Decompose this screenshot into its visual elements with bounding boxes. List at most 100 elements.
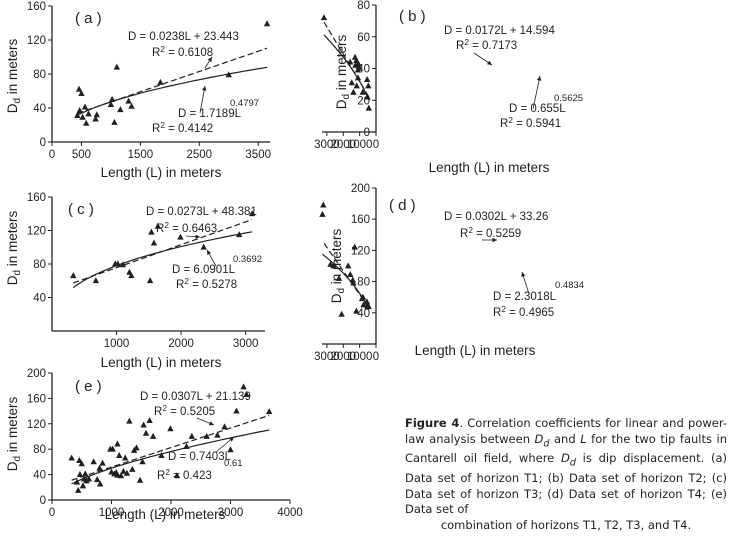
linear-equation: D = 0.0172L + 14.594 [444, 25, 555, 37]
y-tick-label: 160 [351, 214, 370, 226]
data-point [351, 53, 359, 60]
y-tick-label: 80 [33, 69, 46, 81]
x-tick-label: 3000 [314, 351, 340, 363]
data-point [116, 451, 123, 458]
linear-equation: D = 0.0238L + 23.443 [128, 31, 239, 43]
data-point [319, 210, 326, 217]
power-r-squared-sup: 2 [160, 121, 165, 130]
data-point [146, 277, 154, 284]
data-point [114, 440, 121, 447]
y-axis-title: Dd in meters [5, 396, 23, 471]
y-axis-title: Dd in meters [329, 228, 347, 303]
panel-label: ( a ) [75, 10, 102, 27]
y-tick-label: 120 [27, 419, 46, 431]
caption-l-symbol: L [580, 431, 587, 446]
x-tick-label: 0 [49, 149, 55, 161]
linear-r-squared-rest: = 0.7173 [469, 40, 517, 52]
y-tick-label: 0 [40, 137, 46, 149]
x-tick-label: 2000 [158, 507, 184, 519]
power-pointer-arrow-head [207, 250, 212, 255]
data-point [188, 432, 196, 439]
data-point [117, 472, 125, 479]
caption-text-5: combination of horizons T1, T2, T3, and … [440, 517, 692, 532]
data-point [351, 243, 358, 250]
linear-r-squared-sup: 2 [468, 226, 473, 235]
power-equation: D = 6.0901L [172, 264, 236, 276]
data-point [136, 476, 144, 483]
x-axis-title: Length (L) in meters [101, 165, 222, 180]
linear-r-squared-base: R [154, 406, 162, 418]
caption-figure-label: Figure 4 [405, 416, 460, 430]
caption-dd-symbol: D [534, 431, 544, 446]
y-tick-label: 80 [33, 259, 46, 271]
caption-dd2-symbol: D [560, 451, 570, 466]
y-tick-label: 0 [40, 495, 46, 507]
y-axis-title-rest: in meters [334, 34, 349, 94]
data-point [79, 113, 86, 120]
power-pointer-arrow-head [229, 437, 234, 442]
x-tick-label: 0 [373, 351, 379, 363]
y-tick-label: 40 [33, 293, 46, 305]
panel-e: 0 1000 2000 3000 4000 0 40 80 120 160 200 Length (L… [5, 368, 303, 522]
x-tick-label: 2000 [330, 351, 356, 363]
x-tick-label: 0 [49, 507, 55, 519]
power-equation: D = 0.655L [509, 103, 566, 115]
data-point [117, 106, 124, 113]
power-r-squared-sup: 2 [165, 468, 170, 477]
data-point [68, 454, 75, 461]
power-equation: D = 1.7189L [178, 108, 242, 120]
power-exponent: 0.4834 [555, 280, 584, 291]
panel-label: ( e ) [75, 378, 102, 395]
power-r-squared-base: R [493, 307, 501, 319]
x-tick-label: 1000 [99, 507, 125, 519]
power-equation: D = 2.3018L [493, 291, 557, 303]
linear-r-squared: R2 = 0.5205 [154, 404, 215, 418]
linear-r-squared-sup: 2 [162, 404, 167, 413]
data-point [221, 423, 228, 430]
panel-label: ( b ) [399, 8, 426, 25]
y-axis-title-main: D [5, 103, 20, 113]
linear-fit-line [71, 414, 270, 481]
data-point [133, 444, 140, 451]
power-r-squared-base: R [152, 123, 160, 135]
power-exponent: 0.4797 [230, 98, 259, 109]
linear-r-squared-sup: 2 [464, 38, 469, 47]
y-axis-title: Dd in meters [5, 210, 23, 285]
data-point [111, 118, 118, 125]
y-tick-label: 40 [357, 308, 370, 320]
data-point [96, 464, 103, 471]
data-point [349, 276, 356, 283]
power-r-squared-sup: 2 [508, 116, 513, 125]
y-tick-label: 80 [357, 0, 370, 12]
data-point [335, 274, 343, 281]
y-axis-title-rest: in meters [329, 228, 344, 288]
x-tick-label: 500 [72, 149, 91, 161]
y-tick-label: 160 [27, 393, 46, 405]
y-tick-label: 40 [33, 470, 46, 482]
y-axis-title-sub: d [336, 288, 347, 294]
power-exponent: 0.5625 [554, 93, 583, 104]
x-axis-title: Length (L) in meters [105, 507, 226, 522]
y-tick-label: 160 [27, 1, 46, 13]
data-point [243, 390, 250, 397]
linear-r-squared: R2 = 0.6463 [156, 221, 217, 235]
data-point [233, 407, 240, 414]
y-axis-title-sub: d [341, 94, 352, 100]
y-tick-label: 80 [33, 444, 46, 456]
data-point [123, 469, 131, 476]
data-point [200, 243, 207, 250]
linear-pointer-arrow-head [492, 237, 497, 243]
linear-pointer-arrow-head [209, 421, 214, 426]
y-axis-title-rest: in meters [5, 210, 20, 270]
x-tick-label: 2000 [330, 139, 356, 151]
y-axis-title: Dd in meters [5, 38, 23, 113]
power-fit-curve [77, 66, 268, 116]
data-point [353, 307, 360, 314]
data-point [154, 222, 162, 229]
data-point [167, 425, 174, 432]
y-axis-title-main: D [5, 461, 20, 471]
linear-r-squared-base: R [156, 223, 164, 235]
y-axis-title-main: D [329, 293, 344, 303]
y-tick-label: 80 [357, 277, 370, 289]
data-point [75, 85, 83, 92]
